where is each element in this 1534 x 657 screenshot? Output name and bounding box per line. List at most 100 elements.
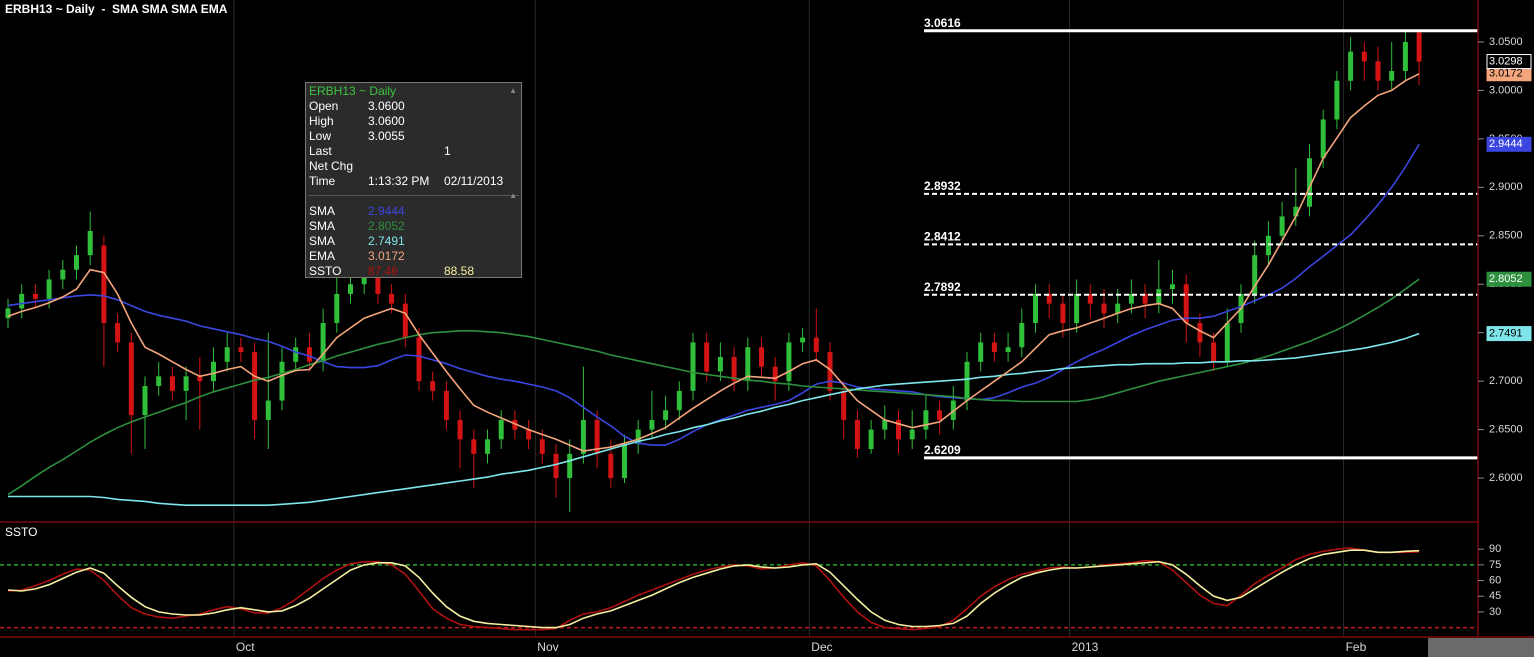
- candle-body: [416, 337, 422, 382]
- candle-body: [868, 429, 874, 450]
- y-tick-label: 60: [1489, 574, 1501, 586]
- scroll-box[interactable]: [1428, 638, 1534, 657]
- candle-body: [663, 410, 669, 420]
- y-tick-label: 30: [1489, 606, 1501, 618]
- tooltip-arrow[interactable]: ▲: [509, 191, 517, 200]
- candle-body: [128, 342, 134, 416]
- candle-body: [224, 347, 230, 362]
- tooltip-label: Open: [309, 99, 339, 113]
- candle-body: [676, 390, 682, 411]
- candle-body: [375, 264, 381, 294]
- candle-body: [827, 352, 833, 391]
- candle-body: [964, 361, 970, 401]
- tooltip-separator: [308, 195, 519, 196]
- candle-body: [156, 376, 162, 387]
- tooltip-value: 2.9444: [368, 204, 405, 218]
- y-tick-label: 90: [1489, 543, 1501, 555]
- tooltip-label: EMA: [309, 249, 336, 263]
- last-value-label: 2.9444: [1489, 138, 1523, 150]
- candle-body: [1033, 293, 1038, 324]
- last-value-box: [1486, 54, 1532, 70]
- candle-body: [169, 376, 175, 391]
- x-tick-label: Oct: [236, 640, 255, 654]
- candle-body: [87, 230, 93, 256]
- candle-body: [896, 419, 901, 440]
- candle-body: [553, 453, 559, 479]
- tooltip-value: 3.0055: [368, 129, 405, 143]
- series-line: [7, 547, 1420, 631]
- tooltip-value: 88.58: [444, 264, 475, 278]
- candle-body: [471, 439, 477, 454]
- candle-body: [772, 366, 778, 382]
- tooltip-row: Time 1:13:32 PM 02/11/2013: [309, 174, 519, 189]
- tooltip-value: 1: [444, 144, 451, 158]
- last-value-label: 3.0298: [1489, 55, 1523, 67]
- candle-body: [265, 400, 271, 420]
- tooltip-row: ERBH13 ~ Daily: [309, 84, 519, 99]
- candle-body: [1293, 206, 1299, 217]
- tooltip[interactable]: ▲ ▲ ERBH13 ~ Daily Open 3.0600 High 3.0600 Lo…: [305, 82, 522, 278]
- candle-body: [1142, 293, 1148, 304]
- candle-body: [389, 293, 395, 304]
- y-tick-label: 45: [1489, 590, 1501, 602]
- candle-body: [1005, 347, 1011, 353]
- candle-body: [1334, 80, 1340, 120]
- candle-body: [1416, 32, 1422, 62]
- tooltip-label: High: [309, 114, 334, 128]
- candle-body: [293, 347, 299, 362]
- candle-body: [526, 429, 532, 440]
- candle-body: [1224, 323, 1230, 362]
- tooltip-value: 3.0172: [368, 249, 405, 263]
- grid-layer: [0, 0, 1478, 637]
- tooltip-value: 02/11/2013: [444, 174, 504, 188]
- candle-body: [786, 342, 792, 382]
- x-tick-label: Feb: [1346, 640, 1367, 654]
- level-label: 3.0616: [924, 16, 961, 30]
- candle-body: [238, 347, 244, 353]
- candle-body: [115, 323, 121, 343]
- last-value-box: [1486, 326, 1532, 342]
- candle-body: [759, 347, 764, 367]
- tooltip-row: SSTO 87.46 88.58: [309, 264, 519, 279]
- x-tick-label: Nov: [537, 640, 558, 654]
- candle-body: [443, 390, 449, 420]
- y-tick-label: 3.0000: [1489, 84, 1523, 96]
- candle-body: [717, 356, 723, 372]
- candle-body: [1060, 303, 1066, 324]
- candle-body: [512, 419, 518, 430]
- candle-body: [909, 429, 915, 440]
- candle-body: [1252, 255, 1258, 294]
- candle-body: [1183, 284, 1189, 324]
- candle-body: [197, 376, 203, 382]
- candle-body: [430, 381, 436, 391]
- candle-body: [704, 342, 710, 372]
- candle-body: [690, 342, 696, 391]
- tooltip-value: 3.0600: [368, 99, 405, 113]
- last-value-label: 3.0172: [1489, 68, 1523, 80]
- candle-body: [978, 342, 984, 362]
- last-value-label: 2.8052: [1489, 273, 1523, 285]
- tooltip-label: SMA: [309, 234, 336, 248]
- candle-body: [1320, 119, 1326, 159]
- candle-body: [813, 337, 819, 353]
- candle-body: [60, 269, 66, 280]
- candle-body: [882, 419, 888, 430]
- candle-body: [649, 419, 655, 430]
- y-tick-label: 2.9000: [1489, 181, 1523, 193]
- candle-body: [580, 419, 586, 454]
- candle-body: [1101, 303, 1107, 314]
- tooltip-row: EMA 3.0172: [309, 249, 519, 264]
- candle-body: [1265, 235, 1271, 256]
- candle-body: [1402, 41, 1408, 72]
- tooltip-arrow[interactable]: ▲: [509, 86, 517, 95]
- candle-body: [402, 303, 408, 338]
- level-label: 2.6209: [924, 443, 961, 457]
- level-label: 2.7892: [924, 280, 961, 294]
- candle-body: [320, 323, 326, 362]
- candle-body: [498, 419, 504, 440]
- y-tick-label: 2.6000: [1489, 472, 1523, 484]
- y-tick-label: 75: [1489, 559, 1501, 571]
- tooltip-row: SMA 2.8052: [309, 219, 519, 234]
- candle-body: [539, 439, 545, 454]
